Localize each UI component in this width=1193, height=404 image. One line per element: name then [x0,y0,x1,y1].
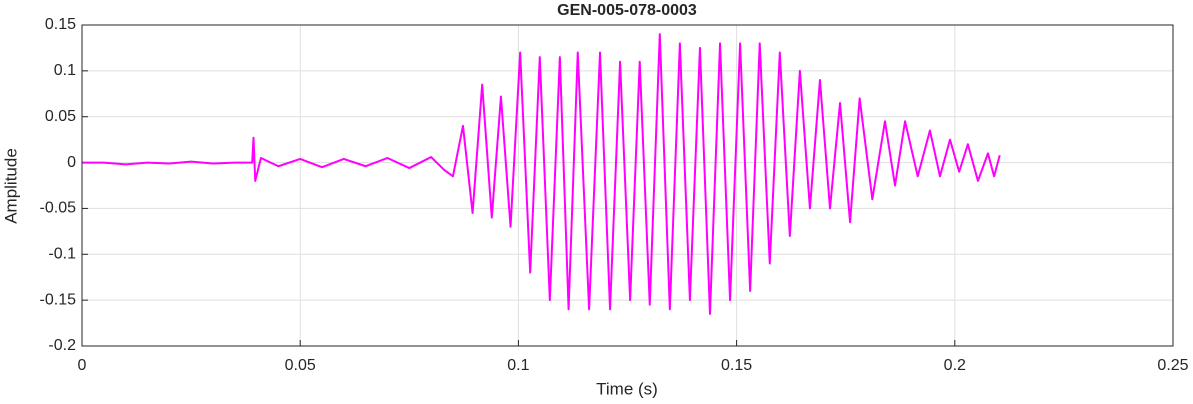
y-tick-label: -0.1 [48,246,76,263]
waveform [82,33,1001,315]
chart-title: GEN-005-078-0003 [557,2,697,19]
y-tick-label: 0.05 [45,108,76,125]
plot-area [82,25,1173,346]
axes-box [81,24,1174,347]
x-tick-label: 0.25 [1157,357,1188,374]
y-tick-label: -0.15 [40,291,77,308]
x-tick-label: 0.2 [944,357,966,374]
y-tick-label: 0 [67,154,76,171]
y-tick-label: 0.15 [45,16,76,33]
y-tick-label: -0.2 [48,337,76,354]
x-tick-label: 0.1 [507,357,529,374]
x-tick-label: 0.05 [285,357,316,374]
y-tick-label: -0.05 [40,200,77,217]
y-tick-label: 0.1 [54,62,76,79]
x-tick-label: 0 [78,357,87,374]
x-tick-label: 0.15 [721,357,752,374]
y-axis-label: Amplitude [1,148,20,224]
x-axis-label: Time (s) [596,379,658,398]
